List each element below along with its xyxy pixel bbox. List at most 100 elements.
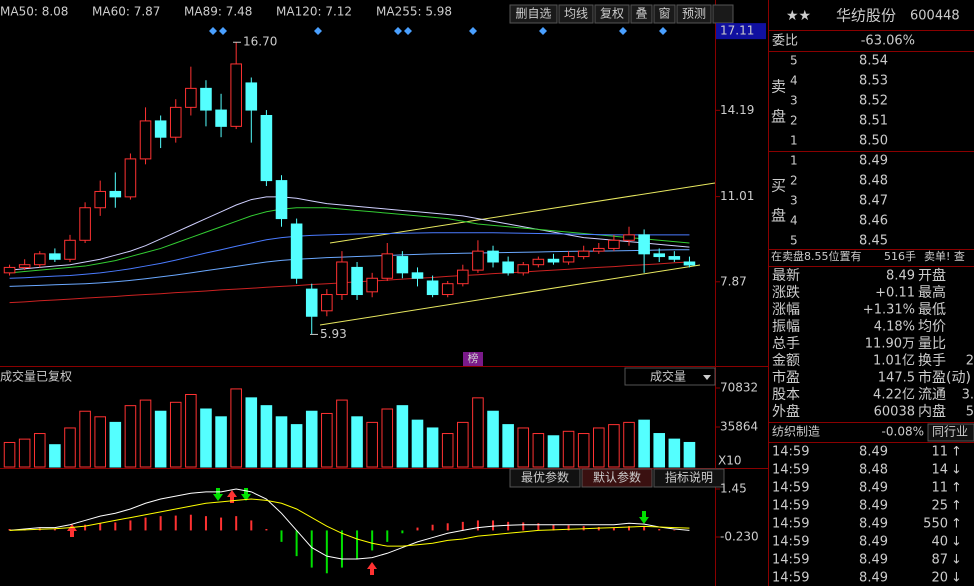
candle-body xyxy=(305,288,318,317)
tick-price: 8.49 xyxy=(859,445,888,460)
stock-name: 华纺股份 xyxy=(836,7,896,25)
candle-body xyxy=(532,258,545,266)
level-price: 8.54 xyxy=(859,54,888,69)
stat-value: 8.49 xyxy=(886,269,915,284)
tick-price: 8.49 xyxy=(859,481,888,496)
toolbar-label: 删自选 xyxy=(515,7,551,21)
y-tick-label: 14.19 xyxy=(720,103,754,117)
candle-body xyxy=(260,114,273,182)
indicator-name: 成交量 xyxy=(650,369,686,384)
candle-body xyxy=(124,158,137,198)
candle-body xyxy=(336,261,348,296)
y-tick-label: 11.01 xyxy=(720,189,754,203)
indicator-button[interactable] xyxy=(581,468,653,488)
toolbar-label: 预测 xyxy=(682,7,706,21)
volume-bar xyxy=(139,399,152,468)
toolbar-button[interactable] xyxy=(653,4,676,24)
candle-body xyxy=(215,109,227,127)
tick-direction: ↑ xyxy=(951,445,962,460)
tick-direction: ↓ xyxy=(951,463,962,478)
level-num: 3 xyxy=(790,94,798,108)
stat-label: 流通 xyxy=(918,387,946,403)
candle-body xyxy=(653,253,666,258)
volume-bar xyxy=(517,427,530,468)
volume-bar xyxy=(275,416,288,468)
side-label: 卖 xyxy=(771,78,786,96)
toolbar-button[interactable] xyxy=(558,4,594,24)
stat-value: 11.90万 xyxy=(865,337,915,352)
tick-time: 14:59 xyxy=(772,445,809,460)
indicator-dropdown[interactable] xyxy=(624,367,716,386)
volume-bar xyxy=(290,424,303,468)
stat-label: 金额 xyxy=(772,353,800,369)
industry-name: 纺织制造 xyxy=(772,425,820,439)
ma-line xyxy=(9,232,690,279)
candle-body xyxy=(381,253,394,279)
candle-body xyxy=(79,207,91,241)
industry-tab[interactable] xyxy=(927,423,974,442)
toolbar-button[interactable] xyxy=(676,4,712,24)
macd-arrows xyxy=(67,488,649,575)
stat-label: 换手 xyxy=(918,352,946,369)
tick-volume: 40 xyxy=(931,535,948,550)
indicator-button-label: 默认参数 xyxy=(593,470,641,485)
volume-bar xyxy=(457,421,469,468)
legend-entry: MA120: 7.12 xyxy=(276,5,352,19)
level-num: 1 xyxy=(790,134,798,148)
y-tick-label: 70832 xyxy=(720,380,758,394)
volume-bar xyxy=(64,427,76,468)
volume-bar xyxy=(336,399,348,468)
candle-body xyxy=(275,180,288,220)
annotation: 5.93 xyxy=(320,327,347,341)
candle-body xyxy=(321,294,333,312)
stat-value: 3. xyxy=(962,388,974,403)
y-tick-label: 1.45 xyxy=(720,482,747,496)
toolbar-button[interactable] xyxy=(594,4,630,24)
level-num: 4 xyxy=(790,214,798,228)
candle-body xyxy=(577,250,590,258)
volume-bar xyxy=(547,435,560,468)
candle-body xyxy=(245,82,258,111)
level-num: 1 xyxy=(790,154,798,168)
tick-price: 8.48 xyxy=(859,463,888,478)
level-price: 8.47 xyxy=(859,194,888,209)
volume-bar xyxy=(124,405,137,468)
tick-volume: 25 xyxy=(931,499,948,514)
notice-link[interactable]: 卖单! 查 xyxy=(924,249,965,263)
toolbar-button[interactable] xyxy=(712,4,734,24)
level-num: 4 xyxy=(790,74,798,88)
volume-bar xyxy=(351,416,363,468)
stat-value: 5 xyxy=(966,405,974,420)
volume-bar xyxy=(472,397,484,468)
candle-body xyxy=(169,106,182,138)
toolbar-button[interactable] xyxy=(509,4,558,24)
unit-label: X10 xyxy=(718,454,742,468)
volume-bar xyxy=(260,405,273,468)
volume-bar xyxy=(441,433,454,468)
level-num: 5 xyxy=(790,234,798,248)
indicator-button[interactable] xyxy=(653,468,725,488)
volume-bar xyxy=(305,410,318,468)
indicator-button[interactable] xyxy=(509,468,581,488)
stat-label: 最新 xyxy=(772,268,800,284)
stat-value: 4.22亿 xyxy=(873,388,915,403)
tick-volume: 550 xyxy=(923,517,948,532)
candle-body xyxy=(608,239,620,249)
legend-entry: MA89: 7.48 xyxy=(184,5,252,19)
side-label: 盘 xyxy=(771,207,786,225)
level-num: 3 xyxy=(790,194,798,208)
stat-label: 总手 xyxy=(772,336,800,352)
volume-bar xyxy=(245,397,258,468)
candle-body xyxy=(547,258,560,263)
toolbar-button[interactable] xyxy=(630,4,653,24)
volume-bar xyxy=(215,416,227,468)
candle-body xyxy=(683,261,696,266)
volume-bar xyxy=(3,441,16,468)
volume-bar xyxy=(562,430,575,468)
dropdown-caret xyxy=(703,375,711,380)
marker-box xyxy=(463,352,483,366)
candle-body xyxy=(200,87,212,111)
candle-body xyxy=(502,261,514,274)
volume-bar xyxy=(502,424,514,468)
